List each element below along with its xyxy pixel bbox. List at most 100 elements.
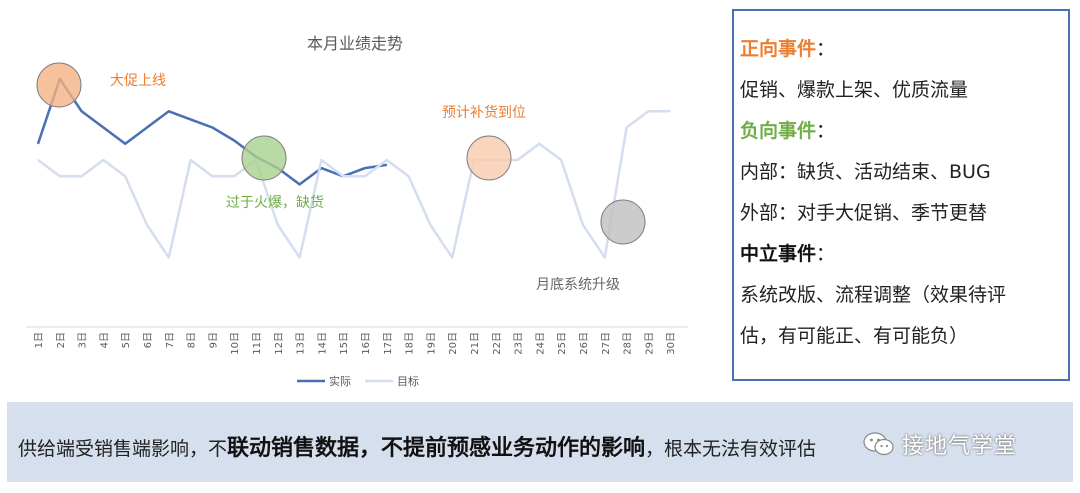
data-point — [299, 183, 301, 185]
data-point — [669, 110, 671, 112]
neutral-events-heading: 中立事件： — [740, 242, 835, 266]
positive-colon: ： — [816, 38, 836, 60]
x-tick-label: 28日 — [623, 332, 634, 355]
negative-colon: ： — [816, 120, 836, 142]
data-point — [538, 143, 540, 145]
data-point — [37, 143, 39, 145]
chart-title: 本月业绩走势 — [307, 34, 403, 53]
data-point — [146, 127, 148, 128]
data-point — [647, 110, 649, 112]
data-point — [168, 110, 170, 112]
data-point — [124, 143, 126, 145]
annotation-circle — [241, 135, 287, 181]
data-point — [102, 127, 104, 128]
annotation-circle — [466, 135, 512, 181]
wechat-icon — [863, 432, 894, 456]
annotation-circle — [600, 199, 646, 245]
positive-events-items: 促销、爆款上架、优质流量 — [740, 79, 969, 101]
x-tick-label: 29日 — [644, 332, 655, 355]
summary-emphasis: 联动销售数据，不提前预感业务动作的影响 — [227, 436, 646, 461]
x-tick-label: 30日 — [666, 332, 677, 355]
annotation-label: 预计补货到位 — [442, 104, 526, 121]
data-point — [408, 175, 410, 177]
x-tick-label: 12日 — [274, 332, 285, 355]
data-point — [517, 159, 519, 161]
data-point — [364, 175, 366, 177]
x-tick-label: 15日 — [339, 332, 350, 355]
data-point — [386, 159, 388, 161]
x-tick-label: 25日 — [557, 332, 568, 355]
data-point — [582, 224, 584, 226]
watermark: 接地气学堂 — [862, 424, 1017, 464]
event-legend-box: 正向事件： 促销、爆款上架、优质流量 负向事件： 内部：缺货、活动结束、BUG … — [732, 9, 1070, 381]
series-line-target — [37, 110, 671, 259]
data-point — [364, 167, 366, 169]
data-point — [102, 159, 104, 161]
neutral-colon: ： — [816, 243, 836, 265]
x-tick-label: 3日 — [78, 332, 89, 348]
x-tick-label: 9日 — [208, 332, 219, 348]
legend-label: 实际 — [329, 374, 351, 388]
x-tick-label: 22日 — [492, 332, 503, 355]
x-tick-label: 10日 — [230, 332, 241, 355]
x-tick-label: 24日 — [535, 332, 546, 355]
data-point — [299, 257, 301, 258]
negative-events-heading: 负向事件： — [740, 119, 835, 143]
data-point — [190, 118, 192, 120]
data-point — [386, 164, 388, 166]
neutral-items-line2: 估，有可能正、有可能负） — [740, 325, 969, 347]
x-tick-label: 17日 — [383, 332, 394, 355]
x-tick-label: 18日 — [405, 332, 416, 355]
summary-part3: ，根本 — [645, 438, 703, 460]
data-point — [277, 224, 279, 226]
x-tick-label: 23日 — [514, 332, 525, 355]
positive-events-heading: 正向事件： — [740, 37, 835, 61]
x-tick-label: 1日 — [34, 332, 45, 348]
data-point — [59, 175, 61, 177]
data-point — [560, 159, 562, 161]
x-tick-label: 11日 — [252, 332, 263, 355]
x-tick-label: 20日 — [448, 332, 459, 355]
data-point — [233, 175, 235, 177]
annotation-circle — [36, 62, 82, 108]
x-tick-label: 7日 — [165, 332, 176, 348]
data-point — [233, 140, 235, 141]
data-point — [320, 167, 322, 169]
summary-part4: 无法有效评估 — [702, 438, 817, 460]
neutral-events-title: 中立事件 — [740, 243, 817, 265]
summary-text: 供给端受销售端影响，不联动销售数据，不提前预感业务动作的影响，根本无法有效评估 — [18, 436, 816, 462]
data-point — [626, 127, 628, 128]
data-point — [451, 257, 453, 258]
summary-banner: 供给端受销售端影响，不联动销售数据，不提前预感业务动作的影响，根本无法有效评估 — [7, 402, 1073, 482]
data-point — [320, 159, 322, 161]
x-tick-label: 6日 — [143, 332, 154, 348]
data-point — [211, 175, 213, 177]
data-point — [604, 257, 606, 258]
data-point — [37, 159, 39, 161]
x-tick-label: 21日 — [470, 332, 481, 355]
positive-events-title: 正向事件 — [740, 38, 817, 60]
annotation-label: 大促上线 — [110, 73, 166, 89]
legend-label: 目标 — [397, 374, 419, 388]
data-point — [81, 175, 83, 177]
annotation-label: 月底系统升级 — [536, 277, 620, 293]
negative-internal-items: 内部：缺货、活动结束、BUG — [740, 161, 991, 183]
data-point — [190, 159, 192, 161]
data-point — [124, 175, 126, 177]
x-tick-label: 8日 — [187, 332, 198, 348]
x-tick-label: 14日 — [317, 332, 328, 355]
x-tick-label: 26日 — [579, 332, 590, 355]
data-point — [342, 175, 344, 177]
negative-external-items: 外部：对手大促销、季节更替 — [740, 202, 988, 224]
annotation-label: 过于火爆，缺货 — [226, 194, 324, 211]
neutral-items-line1: 系统改版、流程调整（效果待评 — [740, 284, 1007, 306]
x-tick-label: 27日 — [601, 332, 612, 355]
x-tick-label: 4日 — [99, 332, 110, 348]
x-tick-label: 2日 — [56, 332, 67, 348]
data-point — [168, 257, 170, 258]
x-tick-label: 13日 — [296, 332, 307, 355]
negative-events-title: 负向事件 — [740, 120, 817, 142]
watermark-text: 接地气学堂 — [902, 434, 1018, 459]
x-tick-label: 5日 — [121, 332, 132, 348]
